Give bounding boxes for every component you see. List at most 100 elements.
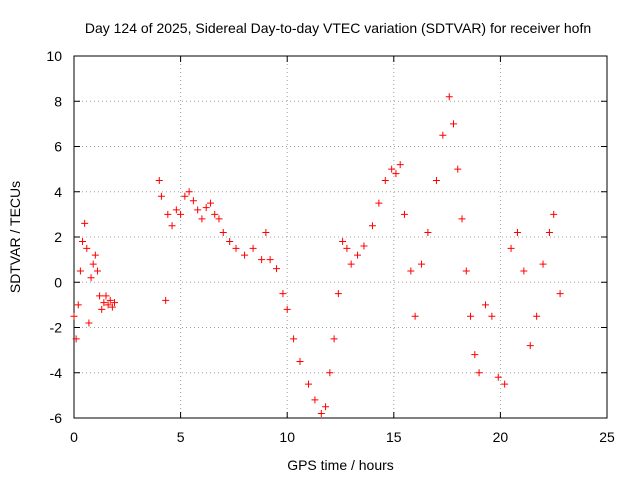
- x-tick-label: 5: [177, 429, 185, 445]
- data-point: [339, 238, 347, 246]
- data-point: [467, 312, 475, 320]
- data-point: [81, 219, 89, 227]
- y-tick-label: 4: [54, 184, 62, 200]
- data-point: [381, 176, 389, 184]
- data-point: [202, 204, 210, 212]
- data-point: [368, 222, 376, 230]
- y-axis-label: SDTVAR / TECUs: [7, 181, 23, 293]
- data-point: [556, 290, 564, 298]
- data-point: [91, 251, 99, 259]
- data-point: [189, 197, 197, 205]
- data-point: [311, 396, 319, 404]
- data-point: [79, 238, 87, 246]
- data-point: [347, 260, 355, 268]
- data-point: [520, 267, 528, 275]
- data-point: [439, 131, 447, 139]
- data-point: [104, 301, 112, 309]
- data-point: [76, 267, 84, 275]
- data-point: [226, 238, 234, 246]
- data-point: [513, 228, 521, 236]
- data-point: [424, 228, 432, 236]
- y-tick-label: 0: [54, 274, 62, 290]
- data-point: [177, 210, 185, 218]
- data-point: [354, 251, 362, 259]
- data-point: [388, 165, 396, 173]
- data-point: [83, 244, 91, 252]
- data-point: [343, 244, 351, 252]
- data-point: [507, 244, 515, 252]
- data-point: [249, 244, 257, 252]
- data-point: [539, 260, 547, 268]
- data-point: [545, 228, 553, 236]
- data-point: [232, 244, 240, 252]
- data-point: [488, 312, 496, 320]
- data-point: [98, 305, 106, 313]
- x-tick-label: 25: [599, 429, 615, 445]
- grid: [74, 56, 607, 418]
- y-tick-label: -6: [50, 410, 63, 426]
- data-point: [262, 228, 270, 236]
- y-tick-label: -4: [50, 365, 63, 381]
- data-point: [194, 206, 202, 214]
- data-point: [273, 265, 281, 273]
- y-tick-label: 2: [54, 229, 62, 245]
- data-point: [375, 199, 383, 207]
- data-point: [85, 319, 93, 327]
- y-tick-label: 10: [46, 48, 62, 64]
- data-point: [411, 312, 419, 320]
- data-point: [266, 256, 274, 264]
- data-point: [445, 93, 453, 101]
- data-point: [432, 176, 440, 184]
- data-point: [111, 299, 119, 307]
- data-point: [108, 303, 116, 311]
- data-point: [550, 210, 558, 218]
- data-point: [501, 380, 509, 388]
- data-point: [74, 301, 82, 309]
- data-point: [241, 251, 249, 259]
- data-point: [449, 120, 457, 128]
- data-point: [396, 161, 404, 169]
- data-point: [162, 296, 170, 304]
- data-point: [155, 176, 163, 184]
- data-point: [296, 357, 304, 365]
- x-tick-label: 15: [386, 429, 402, 445]
- data-point: [206, 199, 214, 207]
- data-point: [326, 369, 334, 377]
- data-point: [283, 305, 291, 313]
- data-point: [458, 215, 466, 223]
- x-tick-label: 20: [493, 429, 509, 445]
- data-point: [87, 274, 95, 282]
- data-point: [100, 299, 108, 307]
- data-point: [96, 292, 104, 300]
- data-point: [211, 210, 219, 218]
- data-point: [93, 267, 101, 275]
- data-points: [70, 93, 564, 417]
- data-point: [172, 206, 180, 214]
- data-point: [89, 260, 97, 268]
- data-point: [471, 351, 479, 359]
- data-point: [219, 228, 227, 236]
- data-point: [106, 296, 114, 304]
- axis-ticks: 0 5 10 15 20 25 -6 -4 -2 0 2 4 6 8 10: [46, 48, 615, 445]
- data-point: [526, 342, 534, 350]
- data-point: [72, 335, 80, 343]
- data-point: [305, 380, 313, 388]
- data-point: [290, 335, 298, 343]
- data-point: [392, 170, 400, 178]
- data-point: [330, 335, 338, 343]
- data-point: [317, 409, 325, 417]
- data-point: [185, 188, 193, 196]
- x-tick-label: 10: [279, 429, 295, 445]
- data-point: [258, 256, 266, 264]
- data-point: [454, 165, 462, 173]
- x-axis-label: GPS time / hours: [287, 457, 394, 473]
- plot-frame: [73, 55, 608, 419]
- data-point: [157, 192, 165, 200]
- data-point: [418, 260, 426, 268]
- data-point: [481, 301, 489, 309]
- data-point: [334, 290, 342, 298]
- data-point: [322, 403, 330, 411]
- data-point: [360, 242, 368, 250]
- chart-title: Day 124 of 2025, Sidereal Day-to-day VTE…: [85, 20, 591, 36]
